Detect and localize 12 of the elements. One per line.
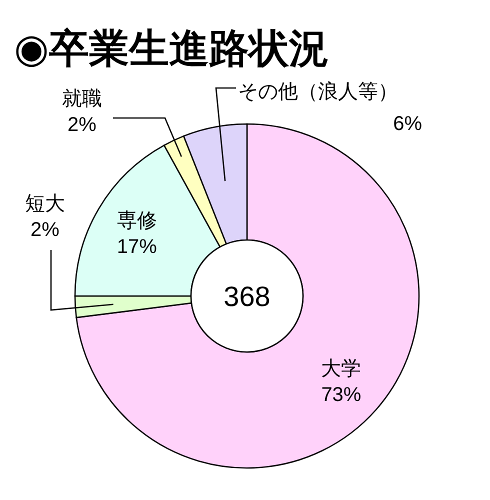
slice-label: その他（浪人等） bbox=[238, 81, 398, 103]
chart-title: ◉卒業生進路状況 bbox=[14, 27, 329, 71]
data-label: 17% bbox=[116, 236, 158, 258]
data-label: 6% bbox=[393, 113, 422, 135]
data-label: 73% bbox=[321, 384, 362, 406]
slice-label: 就職 bbox=[62, 88, 102, 110]
slice-label: 短大 bbox=[25, 193, 65, 215]
text: 368 bbox=[224, 281, 270, 312]
data-label: 2% bbox=[30, 219, 60, 241]
data-label: 2% bbox=[68, 114, 97, 136]
slice-label: 大学 bbox=[321, 358, 362, 380]
slice-label: 専修 bbox=[116, 210, 157, 232]
